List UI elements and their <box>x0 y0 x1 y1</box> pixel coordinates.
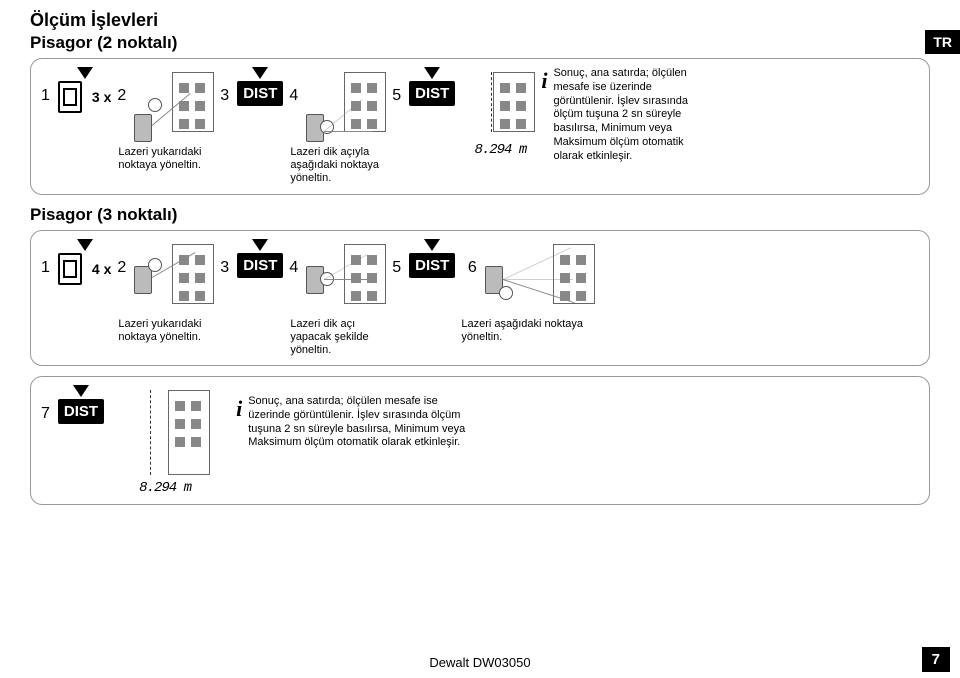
dist-button: DIST <box>409 81 455 106</box>
step-2: 2 Lazeri yukarıdaki noktaya yöneltin. <box>117 67 214 172</box>
step-number: 3 <box>220 259 229 277</box>
step-number: 6 <box>468 259 477 277</box>
step-number: 2 <box>117 87 126 105</box>
step-3: 3 DIST <box>220 67 283 106</box>
step-6: 6 Lazeri aşağıdaki noktaya yöneltin. <box>461 239 601 344</box>
arrow-down-icon <box>424 239 440 251</box>
step-number: 5 <box>392 259 401 277</box>
arrow-down-icon <box>73 385 89 397</box>
pythagoras-2pt-row: 1 3 x 2 Laze <box>30 58 930 195</box>
arrow-down-icon <box>252 67 268 79</box>
press-count: 4 x <box>92 261 111 277</box>
caption: Lazeri dik açıyla aşağıdaki noktaya yöne… <box>290 146 385 186</box>
aim-down-illustration <box>485 239 595 314</box>
aim-perp-illustration <box>306 239 386 314</box>
step-number: 4 <box>289 259 298 277</box>
caption: Lazeri aşağıdaki noktaya yöneltin. <box>461 318 601 344</box>
measurement-reading: 8.294 m <box>139 480 191 496</box>
arrow-down-icon <box>77 239 93 251</box>
dist-button: DIST <box>409 253 455 278</box>
step-number: 3 <box>220 87 229 105</box>
info-icon: i <box>541 67 547 95</box>
arrow-down-icon <box>77 67 93 79</box>
caption: Lazeri yukarıdaki noktaya yöneltin. <box>118 318 213 344</box>
pythagoras-3pt-row1: 1 4 x 2 Laze <box>30 230 930 367</box>
dist-button: DIST <box>58 399 104 424</box>
step-1: 1 3 x <box>41 67 111 113</box>
measurement-reading: 8.294 m <box>474 142 526 158</box>
arrow-down-icon <box>252 239 268 251</box>
aim-up-illustration <box>134 239 214 314</box>
page-number: 7 <box>922 647 950 672</box>
step-number: 4 <box>289 87 298 105</box>
step-number: 1 <box>41 259 50 277</box>
step-5: 5 DIST <box>392 239 455 278</box>
step-4: 4 Lazeri dik açıyla aşağıdaki noktaya yö… <box>289 67 386 186</box>
step-number: 7 <box>41 405 50 423</box>
dist-button: DIST <box>237 81 283 106</box>
page-content: Ölçüm İşlevleri Pisagor (2 noktalı) 1 3 … <box>0 0 960 505</box>
press-count: 3 x <box>92 89 111 105</box>
device-icon <box>58 81 82 113</box>
step-number: 5 <box>392 87 401 105</box>
aim-up-illustration <box>134 67 214 142</box>
arrow-down-icon <box>424 67 440 79</box>
dist-button: DIST <box>237 253 283 278</box>
step-2: 2 Lazeri yukarıdaki noktaya yöneltin. <box>117 239 214 344</box>
info-note: i Sonuç, ana satırda; ölçülen mesafe ise… <box>541 67 711 163</box>
subsection-title-3pt: Pisagor (3 noktalı) <box>30 205 930 225</box>
caption: Lazeri yukarıdaki noktaya yöneltin. <box>118 146 213 172</box>
step-number: 1 <box>41 87 50 105</box>
device-icon <box>58 253 82 285</box>
language-badge: TR <box>925 30 960 54</box>
result-illustration: 8.294 m <box>120 385 210 496</box>
step-number: 2 <box>117 259 126 277</box>
subsection-title-2pt: Pisagor (2 noktalı) <box>30 33 930 53</box>
pythagoras-3pt-row2: 7 DIST 8.294 m i Sonuç, ana satırda; ölç… <box>30 376 930 505</box>
aim-perp-down-illustration <box>306 67 386 142</box>
step-1: 1 4 x <box>41 239 111 285</box>
info-text: Sonuç, ana satırda; ölçülen mesafe ise ü… <box>553 67 711 163</box>
info-text: Sonuç, ana satırda; ölçülen mesafe ise ü… <box>248 395 476 450</box>
step-7: 7 DIST <box>41 385 104 424</box>
section-title: Ölçüm İşlevleri <box>30 10 930 31</box>
step-4: 4 Lazeri dik açı yapacak şekilde yönelti… <box>289 239 386 358</box>
footer-model: Dewalt DW03050 <box>0 655 960 670</box>
step-3: 3 DIST <box>220 239 283 278</box>
result-illustration: 8.294 m <box>465 67 535 158</box>
info-icon: i <box>236 395 242 423</box>
step-5: 5 DIST <box>392 67 455 106</box>
caption: Lazeri dik açı yapacak şekilde yöneltin. <box>290 318 385 358</box>
info-note: i Sonuç, ana satırda; ölçülen mesafe ise… <box>236 395 476 450</box>
